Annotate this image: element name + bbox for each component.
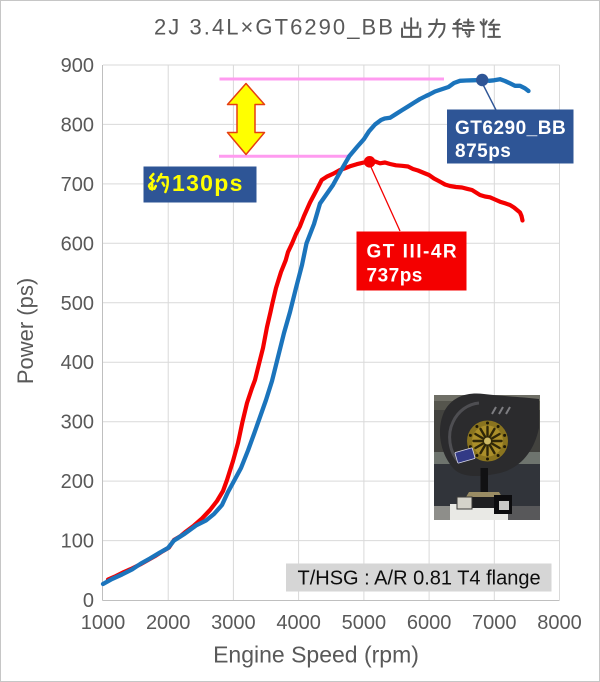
svg-text:200: 200 [61,471,94,493]
svg-text:875ps: 875ps [455,141,511,162]
svg-text:130ps: 130ps [172,170,244,196]
svg-text:GT6290_BB: GT6290_BB [455,118,566,139]
svg-text:900: 900 [61,55,94,77]
svg-text:2J 3.4L×GT6290_BB: 2J 3.4L×GT6290_BB [154,15,395,40]
svg-text:600: 600 [61,233,94,255]
svg-text:500: 500 [61,293,94,315]
svg-text:300: 300 [61,412,94,434]
svg-text:6000: 6000 [407,612,452,634]
svg-text:700: 700 [61,174,94,196]
svg-text:1000: 1000 [81,612,126,634]
svg-text:8000: 8000 [537,612,582,634]
svg-text:100: 100 [61,531,94,553]
svg-text:5000: 5000 [342,612,387,634]
svg-text:0: 0 [83,590,94,612]
svg-text:Power (ps): Power (ps) [13,278,38,384]
svg-text:GT III-4R: GT III-4R [367,242,459,263]
svg-text:737ps: 737ps [367,266,423,287]
svg-text:3000: 3000 [211,612,256,634]
svg-text:T/HSG : A/R 0.81 T4 flange: T/HSG : A/R 0.81 T4 flange [298,568,541,590]
svg-text:400: 400 [61,352,94,374]
svg-text:7000: 7000 [472,612,517,634]
svg-text:800: 800 [61,114,94,136]
svg-text:4000: 4000 [276,612,321,634]
svg-text:Engine Speed (rpm): Engine Speed (rpm) [213,642,419,668]
svg-text:2000: 2000 [146,612,191,634]
